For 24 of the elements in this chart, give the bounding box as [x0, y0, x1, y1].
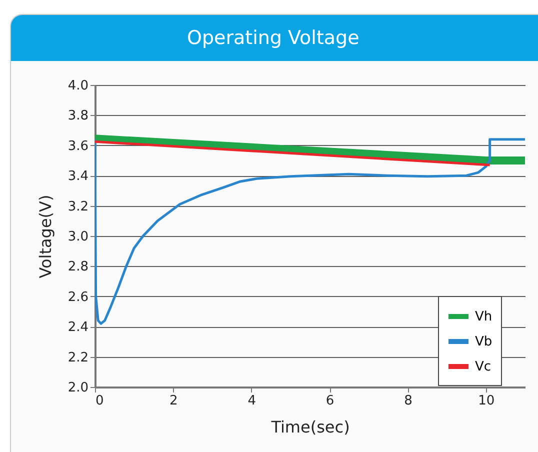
x-tick-label: 0: [96, 394, 104, 408]
y-tick-label: 2.6: [68, 290, 88, 305]
y-axis-title: Voltage(V): [36, 194, 55, 278]
y-tick-label: 3.4: [68, 169, 88, 184]
y-tick-label: 2.4: [68, 320, 88, 336]
legend-label: Vc: [475, 360, 492, 374]
x-tick-label: 6: [326, 394, 334, 408]
x-tick-label: 2: [170, 394, 178, 408]
y-tick-label: 3.6: [68, 138, 88, 154]
y-tick-label: 2.2: [68, 350, 88, 366]
y-tick-label: 2.0: [68, 380, 88, 396]
legend-label: Vb: [475, 334, 492, 350]
y-tick-label: 3.8: [68, 108, 88, 124]
chart-title: Operating Voltage: [11, 15, 538, 61]
x-tick-label: 10: [478, 394, 495, 408]
y-tick-label: 4.0: [68, 78, 88, 94]
line-series: [95, 138, 525, 325]
x-axis-title: Time(sec): [270, 418, 350, 436]
legend-label: Vh: [475, 310, 492, 324]
y-tick-label: 2.8: [68, 260, 88, 275]
y-tick-label: 3.0: [68, 230, 88, 244]
y-tick-label: 3.2: [68, 199, 88, 214]
x-tick-label: 4: [248, 394, 256, 408]
x-tick-label: 8: [404, 394, 412, 408]
